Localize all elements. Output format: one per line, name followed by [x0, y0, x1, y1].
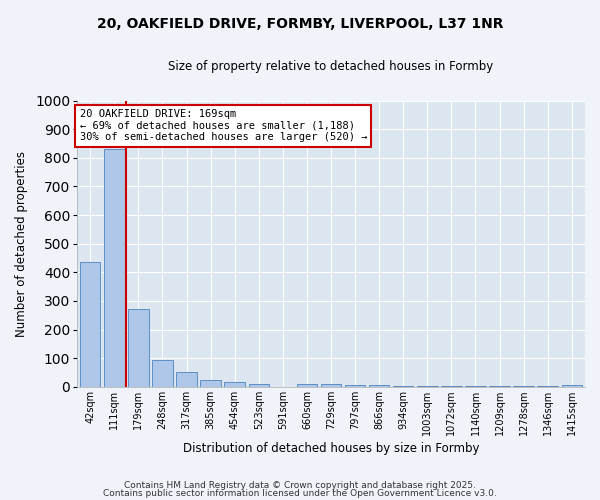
Bar — [345, 386, 365, 387]
Bar — [152, 360, 173, 387]
Bar — [296, 384, 317, 387]
Bar — [417, 386, 437, 387]
Text: 20 OAKFIELD DRIVE: 169sqm
← 69% of detached houses are smaller (1,188)
30% of se: 20 OAKFIELD DRIVE: 169sqm ← 69% of detac… — [80, 109, 367, 142]
Bar — [224, 382, 245, 387]
X-axis label: Distribution of detached houses by size in Formby: Distribution of detached houses by size … — [183, 442, 479, 455]
Bar — [514, 386, 534, 387]
Text: Contains HM Land Registry data © Crown copyright and database right 2025.: Contains HM Land Registry data © Crown c… — [124, 481, 476, 490]
Bar — [321, 384, 341, 387]
Bar — [369, 386, 389, 387]
Bar — [200, 380, 221, 387]
Bar — [562, 385, 582, 387]
Bar — [80, 262, 100, 387]
Bar — [441, 386, 461, 387]
Text: Contains public sector information licensed under the Open Government Licence v3: Contains public sector information licen… — [103, 488, 497, 498]
Bar — [465, 386, 485, 387]
Bar — [176, 372, 197, 387]
Y-axis label: Number of detached properties: Number of detached properties — [15, 150, 28, 336]
Title: Size of property relative to detached houses in Formby: Size of property relative to detached ho… — [169, 60, 494, 73]
Bar — [128, 310, 149, 387]
Bar — [393, 386, 413, 387]
Bar — [104, 149, 125, 387]
Bar — [490, 386, 510, 387]
Text: 20, OAKFIELD DRIVE, FORMBY, LIVERPOOL, L37 1NR: 20, OAKFIELD DRIVE, FORMBY, LIVERPOOL, L… — [97, 18, 503, 32]
Bar — [538, 386, 558, 387]
Bar — [248, 384, 269, 387]
